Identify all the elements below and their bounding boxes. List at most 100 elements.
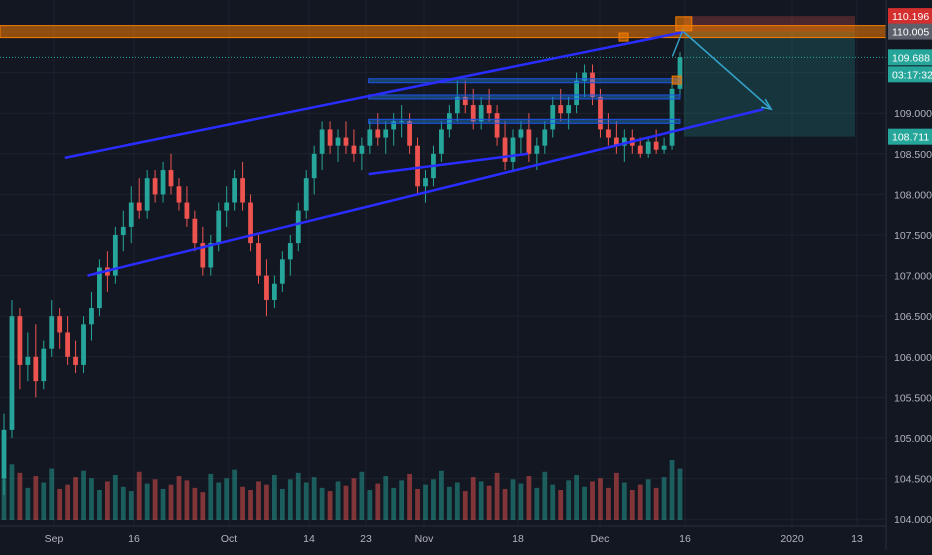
volume-bar: [248, 490, 253, 520]
volume-bar: [598, 478, 603, 520]
volume-bar: [240, 486, 245, 520]
candle-body: [176, 186, 182, 203]
volume-bar: [470, 477, 476, 520]
volume-bar: [367, 490, 373, 520]
candle-body: [677, 57, 683, 89]
candle-body: [669, 88, 675, 146]
price-badge-label: 108.711: [892, 132, 929, 144]
candle-body: [144, 178, 150, 211]
volume-bar: [637, 484, 643, 520]
volume-bar: [534, 487, 540, 520]
candle-body: [311, 153, 317, 179]
candle-body: [303, 178, 309, 211]
price-badge-bar-countdown: [888, 66, 932, 83]
candle-body: [454, 96, 460, 114]
volume-bar: [224, 478, 230, 520]
candle-body: [391, 121, 397, 130]
y-tick-label: 107.500: [894, 230, 932, 242]
volume-bar: [311, 477, 317, 520]
candle-body: [224, 202, 230, 211]
volume-bar: [351, 478, 357, 520]
candle-body: [136, 202, 142, 211]
volume-bar: [264, 484, 269, 520]
volume-bar: [168, 484, 174, 520]
candle-body: [232, 178, 238, 203]
volume-bar: [105, 481, 110, 520]
candle-body: [240, 178, 245, 203]
candle-body: [621, 137, 627, 146]
volume-bar: [518, 483, 524, 520]
candle-body: [89, 308, 94, 325]
candle-body: [33, 356, 39, 382]
volume-bar: [335, 481, 341, 520]
candle-body: [351, 145, 357, 154]
candle-body: [542, 129, 548, 146]
volume-bar: [41, 482, 47, 520]
channel-upper-line: [64, 30, 685, 160]
entry-marker: [675, 16, 693, 32]
volume-bar: [160, 488, 166, 520]
volume-bar: [494, 472, 500, 520]
volume-bar: [677, 468, 683, 520]
volume-bar: [57, 488, 63, 520]
volume-bar: [462, 491, 468, 520]
candle-body: [295, 210, 301, 244]
volume-bar: [613, 472, 619, 520]
volume-bar: [653, 487, 659, 520]
candle-body: [73, 356, 78, 365]
candle-body: [25, 356, 31, 365]
volume-bar: [17, 472, 23, 520]
candle-body: [383, 129, 389, 138]
volume-bar: [73, 477, 78, 520]
price-badge-label: 109.688: [892, 52, 930, 64]
resistance-band: [0, 25, 886, 39]
volume-bar: [279, 488, 285, 520]
price-badge-take-profit: [888, 128, 932, 145]
volume-bar: [550, 484, 556, 520]
candle-body: [399, 121, 405, 123]
swing-high-marker: [618, 32, 629, 42]
candle-body: [216, 210, 222, 244]
volume-bar: [144, 483, 150, 520]
drawings[interactable]: [0, 16, 886, 277]
volume-bar: [566, 480, 572, 520]
volume-bar: [431, 479, 436, 520]
volume-bar: [128, 491, 134, 520]
y-tick-label: 105.000: [894, 433, 932, 445]
candle-body: [486, 105, 492, 114]
y-tick-label: 105.500: [894, 392, 932, 404]
volume-bars: [1, 460, 683, 520]
volume-bar: [359, 471, 365, 520]
candles: [1, 52, 683, 495]
x-tick-label: Oct: [221, 533, 237, 545]
x-tick-label: 18: [512, 533, 524, 545]
candle-body: [335, 137, 341, 146]
candle-body: [97, 267, 102, 309]
volume-bar: [669, 460, 675, 520]
volume-bar: [446, 486, 452, 520]
volume-bar: [303, 482, 309, 520]
candle-body: [319, 129, 325, 154]
candle-body: [208, 243, 214, 268]
volume-bar: [661, 477, 667, 520]
volume-bar: [343, 485, 349, 520]
volume-bar: [542, 471, 548, 520]
horizontal-level: [368, 94, 681, 100]
volume-bar: [391, 487, 397, 520]
candle-body: [590, 72, 595, 97]
volume-bar: [558, 490, 564, 520]
candle-body: [470, 105, 476, 122]
y-tick-label: 106.000: [894, 352, 932, 364]
candle-body: [279, 259, 285, 284]
volume-bar: [200, 492, 206, 520]
candle-body: [120, 226, 126, 235]
candle-body: [256, 243, 261, 276]
volume-bar: [621, 482, 627, 520]
breakout-marker: [671, 75, 682, 85]
price-badge-stop-loss: [888, 8, 932, 25]
candle-body: [375, 129, 381, 138]
candle-body: [558, 105, 564, 114]
candle-body: [574, 80, 579, 106]
